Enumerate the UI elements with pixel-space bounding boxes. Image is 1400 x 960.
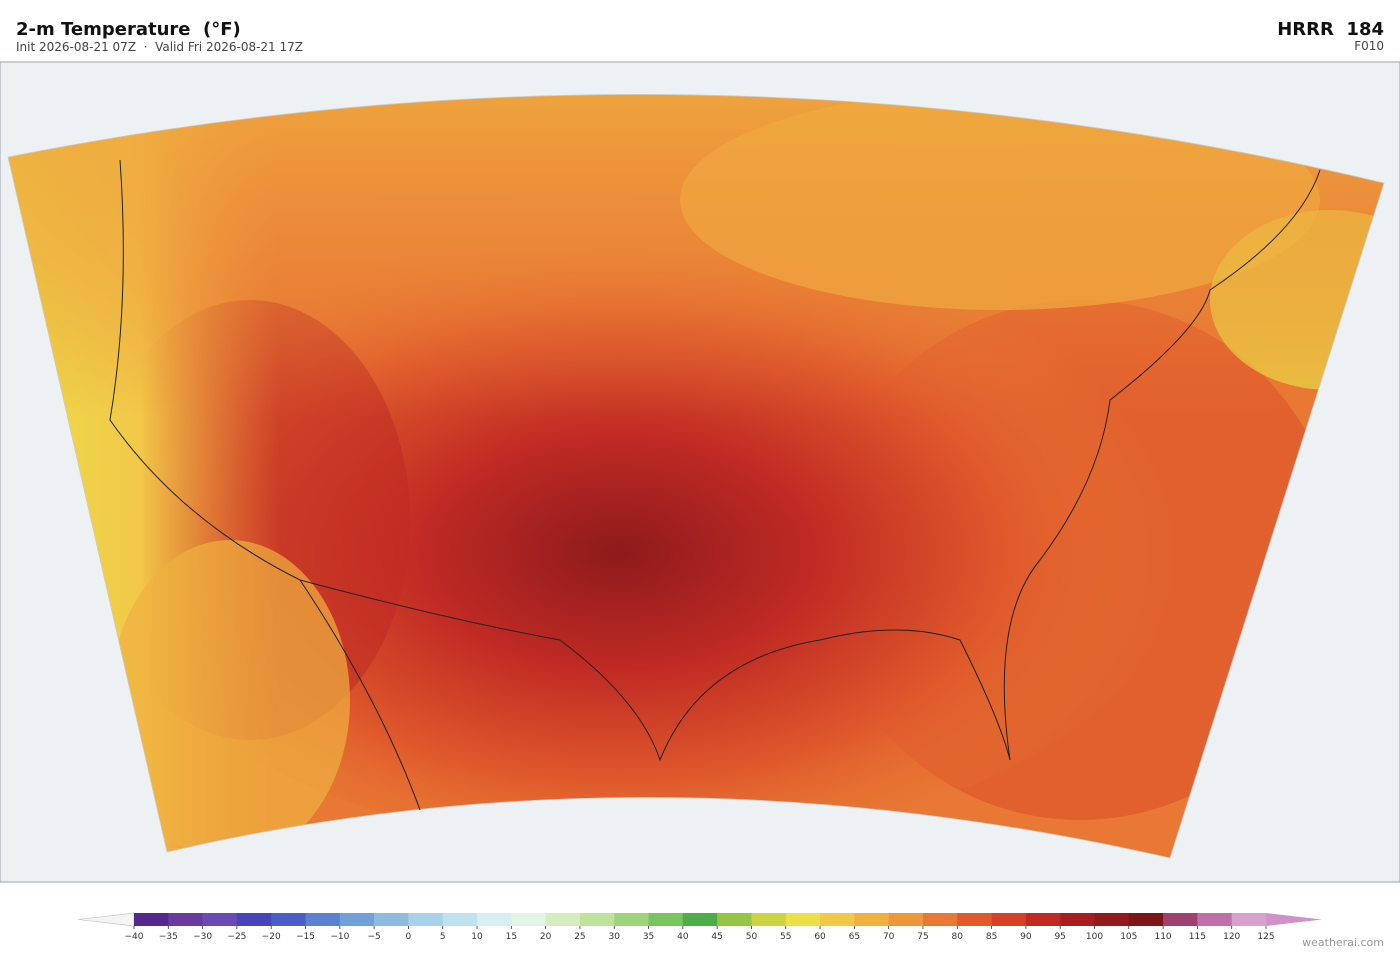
colorbar-tick-label: 5 xyxy=(440,932,446,942)
colorbar-segment xyxy=(922,913,958,926)
colorbar-tick-label: −20 xyxy=(262,932,281,942)
colorbar-tick-label: 15 xyxy=(506,932,517,942)
colorbar-segment xyxy=(339,913,375,926)
colorbar-segment xyxy=(888,913,924,926)
colorbar-segment xyxy=(305,913,341,926)
colorbar-tick-label: 35 xyxy=(643,932,654,942)
colorbar-tick-label: 120 xyxy=(1223,932,1240,942)
colorbar-tick-label: 100 xyxy=(1086,932,1103,942)
colorbar-tick-label: 75 xyxy=(917,932,928,942)
colorbar-tick-label: −25 xyxy=(227,932,246,942)
model-label: HRRR 184 xyxy=(1277,19,1384,40)
colorbar-tick-label: 65 xyxy=(849,932,860,942)
colorbar-segment xyxy=(854,913,889,926)
colorbar-segment xyxy=(477,913,512,926)
colorbar-tick-label: −10 xyxy=(330,932,349,942)
colorbar-segment xyxy=(1197,913,1232,926)
colorbar-segment xyxy=(957,913,992,926)
colorbar-tick-label: 30 xyxy=(609,932,621,942)
colorbar-tick-label: 90 xyxy=(1020,932,1032,942)
forecast-hour: F010 xyxy=(1354,39,1384,53)
colorbar-tick-label: 70 xyxy=(883,932,895,942)
map-subtitle: Init 2026-08-21 07Z · Valid Fri 2026-08-… xyxy=(16,40,303,54)
colorbar-segment xyxy=(1094,913,1130,926)
colorbar-tick-label: −35 xyxy=(159,932,178,942)
colorbar-tick-label: 85 xyxy=(986,932,997,942)
colorbar-segment xyxy=(717,913,752,926)
colorbar-segment xyxy=(1231,913,1267,926)
colorbar-tick-label: 125 xyxy=(1257,932,1274,942)
colorbar-segment xyxy=(648,913,684,926)
colorbar-segment xyxy=(1060,913,1095,926)
colorbar-tick-label: 105 xyxy=(1120,932,1137,942)
colorbar-tick-label: 20 xyxy=(540,932,552,942)
colorbar-tick-label: 115 xyxy=(1189,932,1206,942)
colorbar-segment xyxy=(271,913,306,926)
temperature-field xyxy=(8,94,1384,859)
colorbar-segment xyxy=(134,913,169,926)
colorbar-tick-label: 95 xyxy=(1054,932,1065,942)
colorbar-segment xyxy=(408,913,444,926)
colorbar-extend-high xyxy=(1266,913,1322,926)
colorbar: −40 −35 −30 −25 −20 −15 −10 −5 0 5 10 15 20 25 30 35 40 4… xyxy=(77,912,1322,942)
colorbar-segment xyxy=(991,913,1027,926)
colorbar-tick-label: 80 xyxy=(952,932,964,942)
colorbar-tick-label: 10 xyxy=(471,932,483,942)
colorbar-tick-label: 60 xyxy=(814,932,826,942)
colorbar-tick-label: −40 xyxy=(125,932,144,942)
colorbar-segment xyxy=(545,913,581,926)
map-title: 2-m Temperature (°F) xyxy=(16,19,241,40)
colorbar-segment xyxy=(1163,913,1198,926)
colorbar-tick-label: −30 xyxy=(193,932,212,942)
coastline xyxy=(109,159,1321,811)
credit: weatherai.com xyxy=(1302,936,1384,949)
domain-edge xyxy=(7,94,1385,859)
colorbar-segment xyxy=(751,913,787,926)
colorbar-segment xyxy=(1025,913,1061,926)
colorbar-tick-label: −5 xyxy=(367,932,380,942)
colorbar-segment xyxy=(374,913,409,926)
colorbar-tick-label: 55 xyxy=(780,932,791,942)
colorbar-segment xyxy=(236,913,272,926)
colorbar-segment xyxy=(579,913,615,926)
colorbar-segment xyxy=(442,913,478,926)
colorbar-segment xyxy=(820,913,855,926)
colorbar-tick-label: 25 xyxy=(574,932,585,942)
colorbar-tick-label: 0 xyxy=(406,932,412,942)
colorbar-segment xyxy=(614,913,649,926)
colorbar-segment xyxy=(168,913,203,926)
colorbar-tick-label: −15 xyxy=(296,932,315,942)
colorbar-segment xyxy=(1128,913,1164,926)
colorbar-segment xyxy=(202,913,238,926)
colorbar-tick-label: 45 xyxy=(711,932,722,942)
colorbar-tick-label: 50 xyxy=(746,932,758,942)
colorbar-segment xyxy=(682,913,718,926)
colorbar-segment xyxy=(511,913,546,926)
colorbar-extend-low xyxy=(77,912,135,927)
colorbar-segment xyxy=(785,913,821,926)
colorbar-tick-label: 110 xyxy=(1154,932,1171,942)
colorbar-tick-label: 40 xyxy=(677,932,689,942)
